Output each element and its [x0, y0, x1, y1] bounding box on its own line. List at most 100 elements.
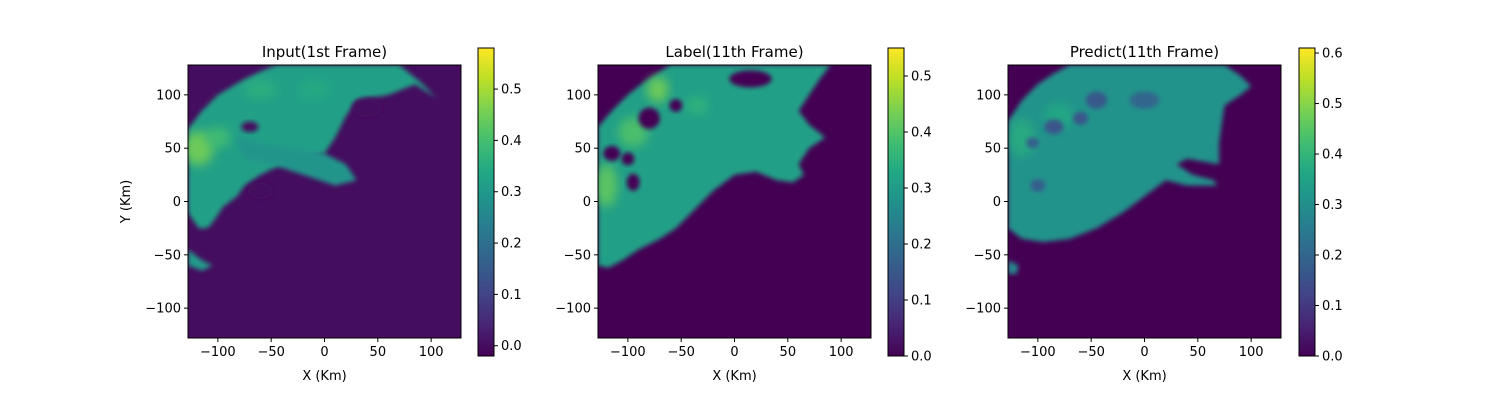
x-tick-label: 50 — [1190, 345, 1207, 360]
precip-hotspot — [298, 80, 329, 99]
x-tick-label: −50 — [1077, 345, 1104, 360]
x-tick-label: −50 — [667, 345, 694, 360]
colorbar-tick-label: 0.0 — [501, 339, 522, 354]
y-tick-label: −100 — [145, 302, 181, 317]
x-tick-label: −100 — [610, 345, 646, 360]
precip-field — [598, 65, 831, 268]
colorbar-tick-label: 0.5 — [1322, 97, 1343, 112]
precip-field — [1008, 65, 1252, 274]
colorbar-tick-label: 0.5 — [501, 83, 522, 98]
precip-hotspot — [686, 96, 708, 115]
y-tick-label: 100 — [156, 88, 181, 103]
colorbar-tick-label: 0.4 — [501, 134, 522, 149]
x-tick-label: 50 — [780, 345, 797, 360]
colorbar-gradient — [478, 48, 494, 356]
colorbar-tick-label: 0.1 — [501, 288, 522, 303]
y-tick-label: −50 — [974, 248, 1001, 263]
x-tick-label: 50 — [370, 345, 387, 360]
precip-hotspot — [647, 76, 669, 103]
precip-gap — [729, 70, 772, 88]
heatmap-plot: −100 −50 0 50 100 −100 −50 0 50 100 — [965, 64, 1282, 360]
colorbar-tick-label: 0.3 — [501, 185, 522, 200]
precip-gap — [1129, 91, 1160, 109]
colorbar-tick-label: 0.3 — [911, 182, 932, 197]
y-tick-label: −50 — [154, 248, 181, 263]
x-axis-label: X (Km) — [1122, 369, 1166, 384]
colorbar: 0.0 0.1 0.2 0.3 0.4 0.5 — [887, 47, 932, 365]
y-tick-label: 50 — [164, 142, 181, 157]
heatmap-plot: −100 −50 0 50 100 −100 −50 0 50 100 — [145, 64, 462, 360]
x-tick-label: −50 — [257, 345, 284, 360]
colorbar-tick-label: 0.6 — [1322, 47, 1343, 62]
colorbar-frame — [477, 47, 495, 357]
y-tick-label: 0 — [583, 195, 591, 210]
precip-gap — [621, 152, 635, 166]
precip-gap — [247, 182, 274, 200]
panel-title: Predict(11th Frame) — [1070, 43, 1219, 61]
precip-gap — [1085, 91, 1108, 109]
precip-gap — [626, 173, 640, 191]
colorbar-gradient — [888, 48, 904, 356]
precip-gap — [638, 107, 660, 129]
colorbar-tick-label: 0.2 — [1322, 249, 1343, 264]
colorbar-tick-label: 0.1 — [1322, 299, 1343, 314]
x-axis-label: X (Km) — [712, 369, 756, 384]
colorbar: 0.0 0.1 0.2 0.3 0.4 0.5 0.6 — [1298, 47, 1343, 365]
y-tick-label: 100 — [566, 88, 591, 103]
precip-gap — [1026, 137, 1039, 149]
precip-region — [1008, 260, 1019, 274]
colorbar-tick-label: 0.4 — [1322, 148, 1343, 163]
x-tick-label: 100 — [419, 345, 444, 360]
x-tick-label: 100 — [829, 345, 854, 360]
precip-region — [188, 65, 437, 229]
panel-label: Label(11th Frame) −100 −50 0 50 100 −100 −50 0 5… — [555, 43, 931, 384]
precip-hotspot — [244, 79, 277, 100]
colorbar: 0.0 0.1 0.2 0.3 0.4 0.5 — [477, 47, 522, 357]
colorbar-tick-label: 0.0 — [911, 350, 932, 365]
precip-gap — [241, 121, 259, 133]
y-tick-label: 0 — [173, 195, 181, 210]
precip-hotspot — [1009, 118, 1035, 157]
precip-region — [233, 137, 357, 186]
colorbar-frame — [887, 47, 905, 357]
y-tick-label: 0 — [993, 195, 1001, 210]
precip-field — [188, 65, 437, 271]
precip-hotspot — [205, 126, 231, 149]
y-tick-label: 100 — [976, 88, 1001, 103]
x-axis-label: X (Km) — [302, 369, 346, 384]
precip-gap — [1030, 179, 1046, 192]
panel-title: Label(11th Frame) — [665, 43, 803, 61]
precip-gap — [1044, 119, 1064, 135]
x-tick-label: 100 — [1239, 345, 1264, 360]
panel-input: Input(1st Frame) −100 −50 0 50 100 −100 −50 0 50… — [119, 43, 522, 384]
panel-title: Input(1st Frame) — [262, 43, 387, 61]
y-tick-label: −50 — [564, 248, 591, 263]
y-tick-label: 50 — [574, 142, 591, 157]
x-tick-label: −100 — [200, 345, 236, 360]
colorbar-tick-label: 0.4 — [911, 126, 932, 141]
x-tick-label: 0 — [1140, 345, 1148, 360]
colorbar-tick-label: 0.2 — [501, 237, 522, 252]
x-tick-label: −100 — [1020, 345, 1056, 360]
colorbar-tick-label: 0.2 — [911, 238, 932, 253]
precip-gap — [1073, 111, 1088, 125]
colorbar-tick-label: 0.1 — [911, 294, 932, 309]
precip-gap — [669, 99, 683, 112]
y-tick-label: 50 — [984, 142, 1001, 157]
panel-predict: Predict(11th Frame) −100 −50 0 50 100 −100 −50… — [965, 43, 1342, 384]
heatmap-plot: −100 −50 0 50 100 −100 −50 0 50 100 — [555, 64, 872, 360]
colorbar-frame — [1298, 47, 1316, 357]
colorbar-tick-label: 0.3 — [1322, 198, 1343, 213]
precip-gap — [352, 98, 383, 118]
colorbar-tick-label: 0.5 — [911, 70, 932, 85]
y-tick-label: −100 — [555, 302, 591, 317]
colorbar-gradient — [1299, 48, 1315, 356]
colorbar-tick-label: 0.0 — [1322, 350, 1343, 365]
precip-gap — [603, 146, 621, 161]
precip-hotspot — [598, 164, 618, 207]
x-tick-label: 0 — [320, 345, 328, 360]
y-tick-label: −100 — [965, 302, 1001, 317]
y-axis-label: Y (Km) — [119, 180, 134, 224]
x-tick-label: 0 — [730, 345, 738, 360]
